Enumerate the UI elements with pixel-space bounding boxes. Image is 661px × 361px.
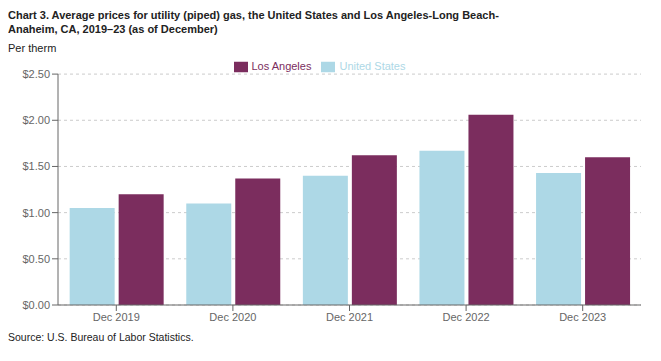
svg-text:Dec 2021: Dec 2021 — [326, 311, 373, 323]
html-text:Anaheim, CA, 2019–23 (as of De: Anaheim, CA, 2019–23 (as of December) — [8, 23, 218, 35]
svg-text:Dec 2019: Dec 2019 — [93, 311, 140, 323]
svg-text:Dec 2022: Dec 2022 — [443, 311, 490, 323]
svg-text:Dec 2020: Dec 2020 — [209, 311, 256, 323]
html-text:Per therm: Per therm — [8, 42, 57, 54]
svg-text:Dec 2023: Dec 2023 — [559, 311, 606, 323]
svg-text:$2.00: $2.00 — [22, 114, 50, 126]
html-text:Los Angeles: Los Angeles — [251, 60, 312, 72]
svg-text:$0.00: $0.00 — [22, 299, 50, 311]
svg-text:$0.50: $0.50 — [22, 253, 50, 265]
html-text:United States: United States — [339, 60, 406, 72]
svg-text:$2.50: $2.50 — [22, 68, 50, 80]
html-text:Source: U.S. Bureau of Labor S: Source: U.S. Bureau of Labor Statistics. — [8, 331, 194, 343]
html-text:Chart 3. Average prices for ut: Chart 3. Average prices for utility (pip… — [8, 9, 499, 21]
svg-text:$1.50: $1.50 — [22, 160, 50, 172]
svg-text:$1.00: $1.00 — [22, 207, 50, 219]
